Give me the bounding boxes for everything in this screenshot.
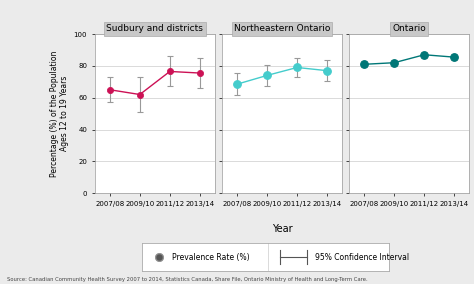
Y-axis label: Percentage (%) of the Population
Ages 12 to 19 Years: Percentage (%) of the Population Ages 12… [50, 51, 70, 177]
Text: 95% Confidence Interval: 95% Confidence Interval [315, 252, 409, 262]
Text: Source: Canadian Community Health Survey 2007 to 2014, Statistics Canada, Share : Source: Canadian Community Health Survey… [7, 277, 368, 282]
Title: Sudbury and districts: Sudbury and districts [106, 24, 203, 33]
Title: Ontario: Ontario [392, 24, 426, 33]
Title: Northeastern Ontario: Northeastern Ontario [234, 24, 330, 33]
Text: Prevalence Rate (%): Prevalence Rate (%) [172, 252, 249, 262]
Text: Year: Year [272, 224, 292, 234]
